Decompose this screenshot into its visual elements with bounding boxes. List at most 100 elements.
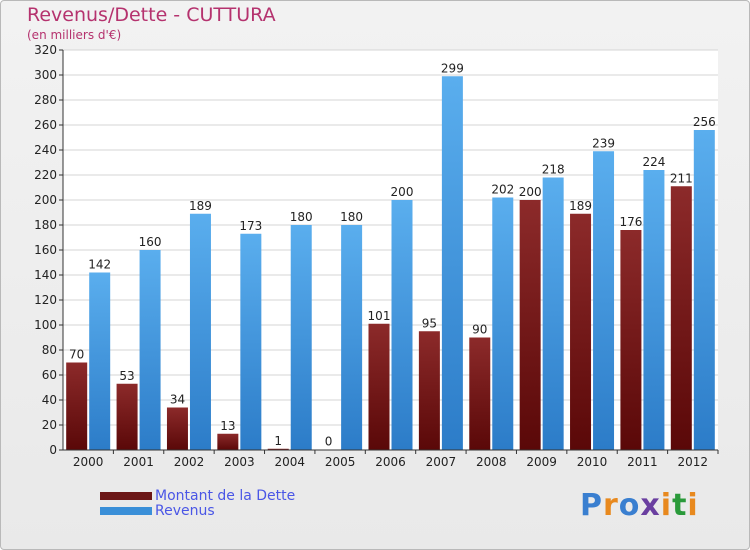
logo-letter: i: [687, 488, 699, 523]
proxiti-logo: Proxiti: [580, 488, 699, 523]
x-tick-label: 2002: [174, 455, 205, 469]
debt-bar: [166, 407, 188, 450]
revenue-bar: [593, 151, 615, 450]
y-tick-label: 80: [42, 343, 57, 357]
axes: 0 20 40 60 80 100 120 140 160 180 200 220 240 260 280 3…: [34, 43, 719, 469]
revenue-value-label: 189: [189, 199, 212, 213]
chart-title: Revenus/Dette - CUTTURA: [27, 4, 276, 26]
debt-bar: [217, 433, 239, 450]
revenue-value-label: 202: [491, 183, 514, 197]
revenue-value-label: 200: [391, 185, 414, 199]
debt-value-label: 53: [119, 369, 134, 383]
y-tick-label: 120: [34, 293, 57, 307]
debt-value-label: 200: [519, 185, 542, 199]
y-tick-label: 260: [34, 118, 57, 132]
debt-bar: [368, 323, 390, 450]
legend-label-debt: Montant de la Dette: [155, 488, 296, 504]
revenue-bar: [391, 200, 413, 450]
bars: [66, 76, 715, 450]
debt-bar: [267, 448, 289, 450]
x-tick-label: 2000: [73, 455, 104, 469]
debt-bar: [620, 230, 642, 450]
debt-value-label: 90: [472, 323, 487, 337]
x-tick-label: 2010: [577, 455, 608, 469]
debt-value-label: 0: [325, 435, 333, 449]
legend-label-revenue: Revenus: [155, 503, 215, 519]
revenue-bar: [492, 197, 514, 450]
revenue-bar: [542, 177, 564, 450]
debt-value-label: 70: [69, 348, 84, 362]
revenue-bar: [89, 272, 111, 450]
revenue-value-label: 180: [290, 210, 313, 224]
x-tick-label: 2008: [476, 455, 507, 469]
y-tick-label: 20: [42, 418, 57, 432]
grid-lines: [63, 49, 718, 451]
logo-letter: t: [672, 488, 688, 523]
x-tick-label: 2009: [526, 455, 557, 469]
revenue-value-label: 256: [693, 115, 716, 129]
y-tick-label: 320: [34, 43, 57, 57]
logo-letter: o: [618, 488, 641, 523]
y-tick-label: 200: [34, 193, 57, 207]
debt-bar: [66, 362, 88, 450]
x-tick-label: 2001: [123, 455, 154, 469]
debt-bar: [570, 213, 592, 450]
debt-bar: [469, 337, 491, 450]
logo-letter: r: [603, 488, 619, 523]
chart-subtitle: (en milliers d'€): [27, 28, 122, 42]
revenue-bar: [693, 130, 715, 450]
y-tick-label: 60: [42, 368, 57, 382]
debt-bar: [670, 186, 692, 450]
debt-bar: [519, 200, 541, 450]
revenue-bar: [643, 170, 665, 450]
logo-letter: x: [640, 488, 661, 523]
revenue-bar: [341, 225, 363, 450]
revenue-bar: [290, 225, 312, 450]
x-tick-label: 2004: [274, 455, 305, 469]
y-tick-label: 160: [34, 243, 57, 257]
debt-bar: [116, 383, 138, 450]
legend-swatch-revenue: [100, 507, 152, 515]
y-tick-label: 280: [34, 93, 57, 107]
revenue-value-label: 173: [239, 219, 262, 233]
y-tick-label: 0: [49, 443, 57, 457]
revenue-bar: [189, 213, 211, 450]
revenue-value-label: 224: [642, 155, 665, 169]
x-tick-label: 2006: [375, 455, 406, 469]
x-tick-label: 2007: [426, 455, 457, 469]
x-tick-label: 2011: [627, 455, 658, 469]
x-tick-label: 2012: [678, 455, 709, 469]
revenue-bar: [441, 76, 463, 450]
revenue-value-label: 218: [542, 163, 565, 177]
debt-value-label: 34: [170, 393, 185, 407]
y-tick-label: 220: [34, 168, 57, 182]
debt-value-label: 1: [274, 434, 282, 448]
revenue-bar: [139, 250, 161, 450]
debt-value-label: 101: [368, 309, 391, 323]
logo-letter: i: [660, 488, 673, 523]
debt-value-label: 176: [619, 215, 642, 229]
debt-value-label: 13: [220, 419, 235, 433]
y-tick-label: 100: [34, 318, 57, 332]
y-tick-label: 40: [42, 393, 57, 407]
revenue-bar: [240, 233, 262, 450]
y-tick-label: 300: [34, 68, 57, 82]
revenue-value-label: 299: [441, 61, 464, 75]
revenue-value-label: 239: [592, 136, 615, 150]
x-tick-label: 2005: [325, 455, 356, 469]
revenue-value-label: 160: [139, 235, 162, 249]
y-tick-label: 180: [34, 218, 57, 232]
logo-letter: P: [580, 488, 603, 523]
debt-bar: [418, 331, 440, 450]
revenue-value-label: 180: [340, 210, 363, 224]
legend-swatch-debt: [100, 492, 152, 500]
y-tick-label: 140: [34, 268, 57, 282]
data-labels: 70 142 53 160 34 189 13 173 1 180 0 180 101 200 95 299 9…: [69, 61, 716, 448]
x-tick-label: 2003: [224, 455, 255, 469]
y-tick-label: 240: [34, 143, 57, 157]
debt-value-label: 211: [670, 171, 693, 185]
debt-value-label: 189: [569, 199, 592, 213]
debt-value-label: 95: [422, 316, 437, 330]
revenue-value-label: 142: [88, 258, 111, 272]
